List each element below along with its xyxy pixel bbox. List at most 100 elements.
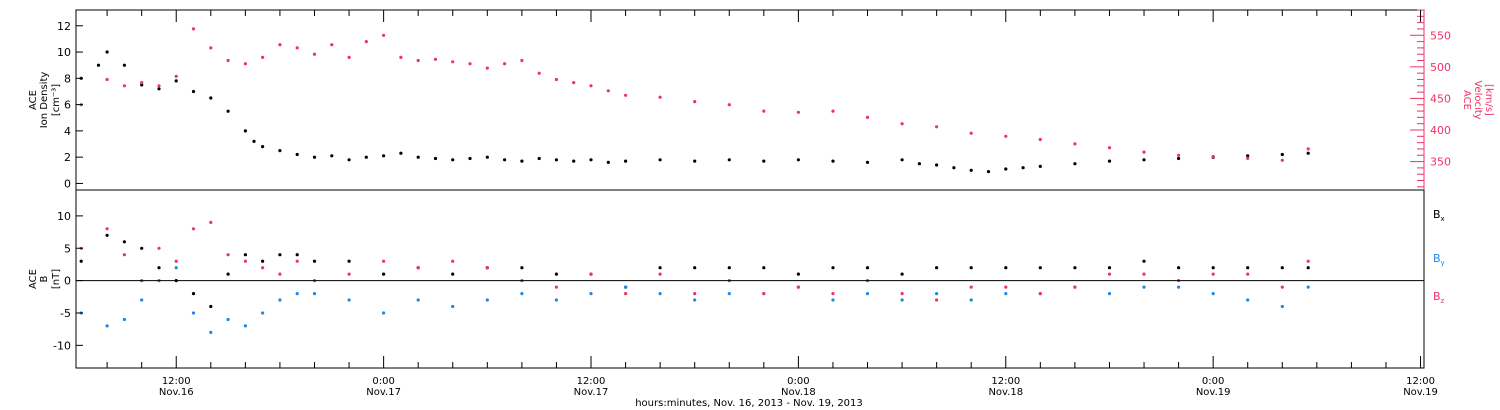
bottom-point: [122, 317, 126, 322]
top-right-point: [520, 58, 524, 63]
top-panel-frame: [75, 9, 1425, 191]
bottom-point: [451, 259, 455, 263]
bottom-point: [382, 311, 386, 315]
velocity-tick-label: 450: [1430, 92, 1451, 105]
top-left-point: [969, 168, 973, 172]
bottom-point: [174, 259, 178, 263]
velocity-tick-label: 350: [1430, 156, 1451, 169]
density-tick-label: 2: [64, 151, 71, 164]
panel-frames: [75, 9, 1425, 369]
bottom-point: [261, 259, 265, 263]
top-right-point: [1246, 156, 1250, 160]
top-right-point: [554, 77, 559, 82]
top-left-point: [382, 154, 386, 158]
bottom-point: [209, 220, 213, 224]
top-right-point: [935, 125, 939, 129]
x-tick-time-label: 0:00: [372, 376, 394, 387]
field-label-line-1: ACE: [28, 269, 39, 289]
top-left-point: [658, 158, 662, 162]
bottom-point: [865, 266, 870, 270]
top-right-point: [1004, 134, 1008, 138]
legend-label-bz: Bz: [1433, 290, 1445, 305]
top-right-point: [1107, 146, 1112, 150]
bottom-point: [485, 266, 489, 270]
velocity-label-line-1: ACE: [1461, 90, 1472, 110]
top-left-axis-label: ACE Ion Density [cm⁻³]: [28, 72, 62, 129]
top-left-point: [278, 149, 282, 153]
bottom-point: [347, 272, 351, 276]
top-right-point: [865, 115, 870, 119]
top-right-point: [1177, 153, 1181, 157]
bottom-series-Bz: [79, 220, 1310, 302]
density-tick-label: 10: [57, 46, 71, 59]
top-right-point: [157, 84, 161, 88]
top-left-point: [1004, 167, 1008, 171]
top-right-point: [468, 62, 472, 66]
bottom-point: [1306, 259, 1310, 263]
top-right-point: [572, 81, 576, 85]
bottom-point: [935, 292, 939, 296]
bottom-point: [1177, 266, 1181, 270]
top-right-point: [796, 110, 801, 114]
bottom-point: [79, 259, 83, 263]
bottom-point: [969, 298, 973, 302]
top-left-point: [952, 166, 956, 170]
bottom-point: [191, 292, 196, 296]
bottom-point: [831, 298, 835, 302]
bottom-point: [589, 292, 593, 296]
bottom-point: [105, 324, 109, 328]
top-left-point: [1107, 159, 1112, 163]
bottom-point: [1038, 266, 1042, 270]
top-right-point: [831, 109, 835, 113]
density-tick-label: 12: [57, 20, 71, 33]
bottom-point: [1177, 285, 1181, 289]
top-left-point: [1038, 164, 1042, 168]
top-left-point: [1246, 154, 1250, 158]
density-tick-label: 8: [64, 72, 71, 85]
top-left-point: [1306, 151, 1310, 155]
bottom-point: [312, 259, 317, 263]
legend-label-bx: Bx: [1433, 208, 1445, 223]
top-right-point: [1038, 137, 1042, 142]
top-right-point: [174, 74, 178, 78]
bottom-point: [520, 266, 524, 270]
top-left-point: [330, 154, 334, 158]
top-right-point: [969, 131, 973, 135]
top-right-point: [762, 109, 766, 113]
bottom-point: [1211, 272, 1215, 276]
top-left-point: [209, 96, 213, 100]
bottom-point: [485, 298, 489, 302]
bottom-point: [900, 272, 904, 276]
bottom-point: [831, 292, 835, 296]
top-left-point: [468, 156, 472, 161]
bottom-point: [451, 304, 455, 309]
top-right-point: [485, 66, 489, 70]
top-left-axis: 0 2 4 6 8 10 12: [57, 20, 83, 190]
bottom-point: [1246, 266, 1250, 270]
bottom-point: [1142, 272, 1146, 276]
velocity-label-line-2: Velocity: [1472, 80, 1483, 119]
top-right-point: [295, 46, 299, 50]
bottom-point: [1211, 292, 1215, 296]
top-right-point: [451, 60, 455, 64]
top-left-point: [364, 155, 368, 159]
top-right-point: [347, 55, 351, 60]
bottom-point: [624, 285, 628, 289]
bottom-point: [416, 298, 420, 302]
density-tick-label: 6: [64, 99, 71, 112]
top-left-point: [917, 162, 922, 166]
bottom-point: [658, 272, 662, 276]
bottom-point: [1280, 266, 1284, 270]
top-right-point: [243, 62, 247, 66]
bottom-point: [727, 266, 731, 270]
top-right-point: [382, 33, 386, 37]
top-left-point: [520, 159, 524, 163]
top-right-point: [693, 100, 697, 104]
top-right-point: [140, 81, 144, 85]
x-tick-time-label: 12:00: [991, 376, 1020, 387]
top-left-point: [433, 156, 438, 161]
bottom-point: [1306, 266, 1310, 270]
top-left-point: [191, 89, 196, 94]
top-left-series-0: [79, 50, 1310, 174]
bottom-point: [969, 285, 973, 289]
